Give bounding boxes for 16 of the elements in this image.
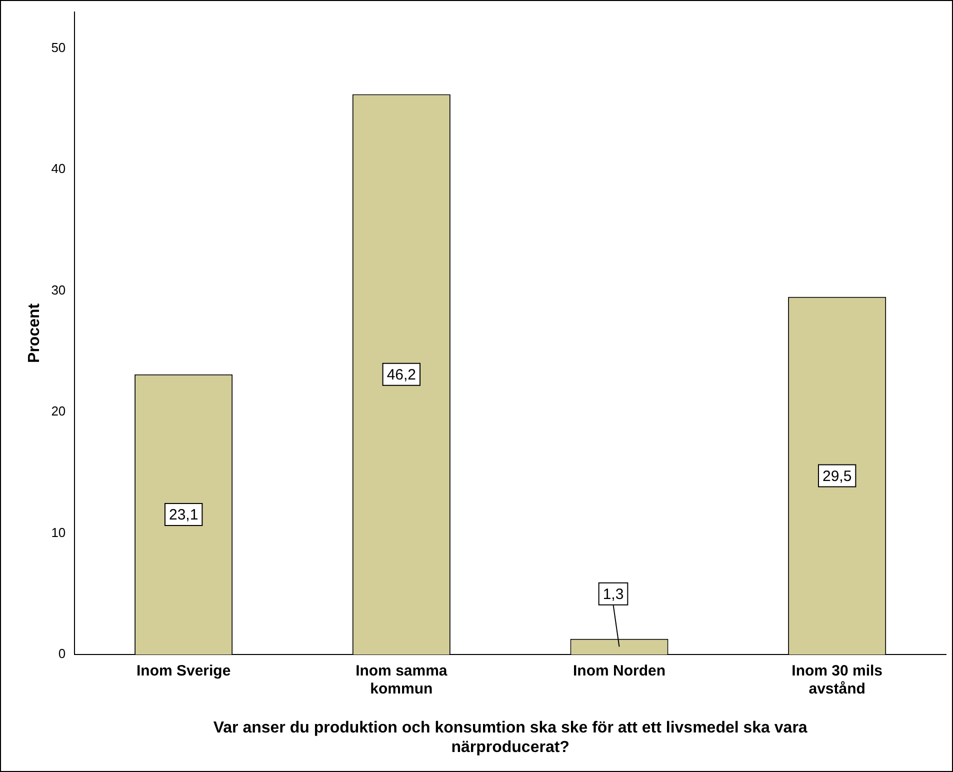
x-tick-label: Inom Norden	[572, 662, 666, 680]
x-tick-label: Inom Sverige	[136, 662, 231, 680]
y-axis-title: Procent	[26, 302, 44, 363]
y-tick-label: 50	[51, 40, 66, 55]
data-label: 1,3	[602, 586, 624, 603]
data-label: 29,5	[822, 468, 852, 485]
y-tick-label: 10	[51, 524, 66, 540]
x-tick-label: Inom samma kommun	[356, 662, 448, 698]
x-axis-title: Var anser du produktion och konsumtion ska ske för att ett livsmedel ska vara närproducerat?	[213, 720, 808, 756]
y-tick-label: 20	[51, 404, 66, 419]
y-tick-label: 0	[58, 646, 66, 662]
data-label: 23,1	[168, 506, 198, 524]
x-tick-label: Inom 30 mils avstånd	[792, 662, 883, 698]
y-tick-label: 30	[51, 282, 66, 298]
y-tick-label: 40	[51, 161, 66, 176]
data-label: 46,2	[386, 366, 416, 384]
